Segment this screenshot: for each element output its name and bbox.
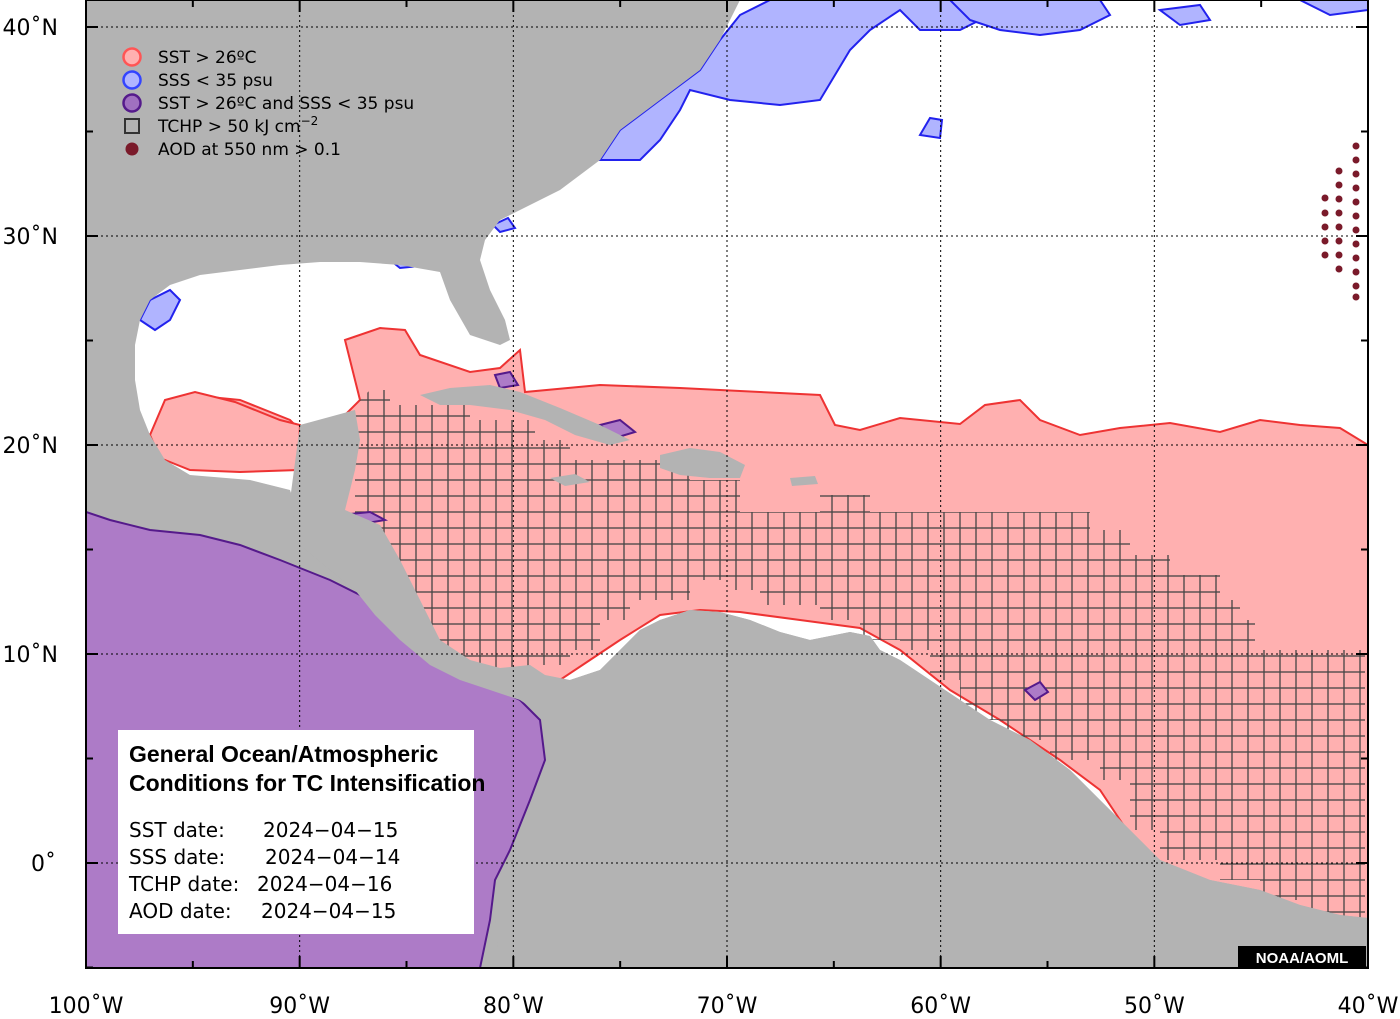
- tchp-legend-icon: [124, 118, 140, 134]
- credit-badge: NOAA/AOML: [1238, 946, 1366, 968]
- aod-dot: [1335, 167, 1343, 175]
- lon-tick-label: 80˚W: [483, 994, 544, 1019]
- aod-dot: [1335, 181, 1343, 189]
- lon-tick-label: 50˚W: [1124, 994, 1185, 1019]
- latitude-labels: 0˚ 10˚N 20˚N 30˚N 40˚N: [3, 16, 58, 877]
- longitude-labels: 100˚W 90˚W 80˚W 70˚W 60˚W 50˚W 40˚W: [49, 994, 1399, 1019]
- tchp-date-label: TCHP date:: [128, 872, 239, 896]
- aod-dot: [1352, 293, 1360, 301]
- aod-dot: [1352, 268, 1360, 276]
- legend-label: AOD at 550 nm > 0.1: [158, 140, 341, 160]
- north-atlantic-sss-region-4: [1299, 0, 1368, 17]
- aod-dot: [1321, 209, 1329, 217]
- lon-tick-label: 90˚W: [269, 994, 330, 1019]
- lon-tick-label: 100˚W: [49, 994, 124, 1019]
- tchp-region: [355, 390, 1365, 920]
- aod-dot: [1335, 265, 1343, 273]
- tchp-label-main: TCHP > 50 kJ cm: [157, 117, 301, 137]
- legend-label: TCHP > 50 kJ cm−2: [157, 114, 318, 137]
- sss-date-value: 2024−04−14: [265, 845, 400, 869]
- legend-item-both: SST > 26ºC and SSS < 35 psu: [122, 93, 414, 114]
- sst-date-value: 2024−04−15: [263, 818, 398, 842]
- hispaniola: [660, 448, 745, 478]
- aod-dot: [1335, 237, 1343, 245]
- info-title-line2: Conditions for TC Intensification: [129, 770, 485, 796]
- sss-blob-1: [918, 116, 944, 140]
- tick-marks: [85, 0, 1369, 969]
- central-america-isthmus: [290, 410, 550, 720]
- jamaica: [550, 474, 590, 486]
- legend-label: SST > 26ºC: [158, 48, 257, 68]
- lat-tick-label: 0˚: [31, 852, 56, 877]
- south-america: [495, 610, 1368, 968]
- info-box: General Ocean/Atmospheric Conditions for…: [118, 730, 485, 934]
- lat-tick-label: 10˚N: [3, 643, 58, 668]
- cuba: [420, 385, 630, 445]
- aod-dot: [1321, 194, 1329, 202]
- both-legend-icon: [122, 93, 142, 113]
- tchp-label-sup: −2: [301, 114, 319, 128]
- aod-dot: [1352, 170, 1360, 178]
- legend-label: SST > 26ºC and SSS < 35 psu: [158, 94, 414, 114]
- aod-dot: [1321, 251, 1329, 259]
- legend-label: SSS < 35 psu: [158, 71, 273, 91]
- aod-dot: [1352, 142, 1360, 150]
- aod-dot: [1321, 223, 1329, 231]
- sss-date-label: SSS date:: [129, 845, 225, 869]
- aod-dot: [1352, 156, 1360, 164]
- info-title-line1: General Ocean/Atmospheric: [129, 741, 439, 767]
- tchp-date-value: 2024−04−16: [257, 872, 392, 896]
- lat-tick-label: 30˚N: [3, 225, 58, 250]
- lon-tick-label: 70˚W: [697, 994, 758, 1019]
- north-atlantic-sss-region-2: [948, 0, 1112, 37]
- north-atlantic-sss-region-3: [1157, 3, 1212, 27]
- lon-tick-label: 40˚W: [1338, 994, 1399, 1019]
- legend-item-tchp: TCHP > 50 kJ cm−2: [124, 114, 318, 137]
- aod-date-value: 2024−04−15: [261, 899, 396, 923]
- aod-dot: [1335, 251, 1343, 259]
- credit-background: [1238, 946, 1366, 968]
- aod-dot: [1335, 223, 1343, 231]
- sst-date-label: SST date:: [129, 818, 225, 842]
- aod-dot: [1335, 195, 1343, 203]
- aod-dot: [1335, 209, 1343, 217]
- aod-dot: [1352, 198, 1360, 206]
- aod-legend-icon: [125, 142, 139, 156]
- aod-dot: [1352, 282, 1360, 290]
- legend-item-sss: SSS < 35 psu: [122, 70, 273, 91]
- sss-blob-2: [491, 216, 517, 234]
- purple-patch-3: [1023, 680, 1050, 702]
- purple-patch-5: [493, 370, 520, 390]
- aod-dot: [1321, 237, 1329, 245]
- aod-dot: [1352, 212, 1360, 220]
- info-box-background: [118, 730, 474, 934]
- legend: SST > 26ºC SSS < 35 psu SST > 26ºC and S…: [122, 47, 414, 160]
- lon-tick-label: 60˚W: [910, 994, 971, 1019]
- sst-legend-icon: [122, 47, 142, 67]
- aod-dot: [1352, 226, 1360, 234]
- sss-legend-icon: [122, 70, 142, 90]
- credit-text: NOAA/AOML: [1256, 950, 1349, 967]
- legend-item-sst: SST > 26ºC: [122, 47, 257, 68]
- puerto-rico: [790, 476, 818, 486]
- legend-item-aod: AOD at 550 nm > 0.1: [125, 140, 341, 160]
- aod-date-label: AOD date:: [129, 899, 232, 923]
- aod-dot: [1352, 254, 1360, 262]
- aod-dot: [1352, 240, 1360, 248]
- aod-dot: [1352, 184, 1360, 192]
- lat-tick-label: 20˚N: [3, 434, 58, 459]
- aod-dots: [1321, 142, 1360, 301]
- lat-tick-label: 40˚N: [3, 16, 58, 41]
